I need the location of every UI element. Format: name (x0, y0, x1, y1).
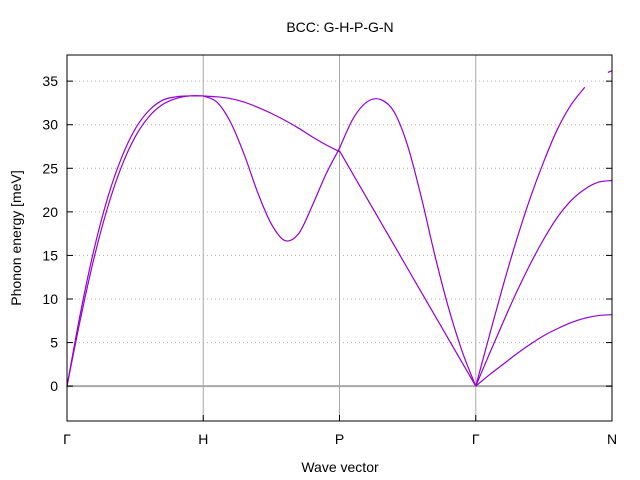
dispersion-branch-line (66, 95, 204, 387)
dispersion-branch-line (203, 95, 340, 153)
y-tick-label: 10 (42, 291, 58, 307)
y-tick-label: 15 (42, 247, 58, 263)
x-tick-label: N (607, 431, 617, 447)
y-tick-label: 25 (42, 160, 58, 176)
y-tick-label: 5 (50, 335, 58, 351)
grid (67, 55, 612, 421)
x-tick-label: H (198, 431, 208, 447)
y-tick-label: 0 (50, 378, 58, 394)
dispersion-branch-line (475, 179, 613, 387)
x-axis-label: Wave vector (301, 459, 379, 475)
x-tick-label: Γ (472, 431, 480, 447)
dispersion-branch-line (338, 98, 477, 387)
dispersion-branch-line (203, 95, 341, 242)
dispersion-branch-line (338, 150, 477, 387)
ticks: 0 5 10 15 20 25 30 35 Γ H P Γ N (42, 73, 617, 447)
y-tick-label: 20 (42, 204, 58, 220)
y-tick-label: 30 (42, 117, 58, 133)
dispersion-branch-line (475, 314, 613, 387)
x-tick-label: Γ (63, 431, 71, 447)
dispersion-branch-line (66, 95, 204, 387)
y-tick-label: 35 (42, 73, 58, 89)
series-group (66, 70, 613, 387)
y-axis-label: Phonon energy [meV] (8, 170, 24, 305)
dispersion-branch-line (607, 70, 613, 73)
dispersion-branch-line (475, 86, 586, 387)
x-tick-label: P (335, 431, 344, 447)
chart-title: BCC: G-H-P-G-N (286, 19, 393, 35)
